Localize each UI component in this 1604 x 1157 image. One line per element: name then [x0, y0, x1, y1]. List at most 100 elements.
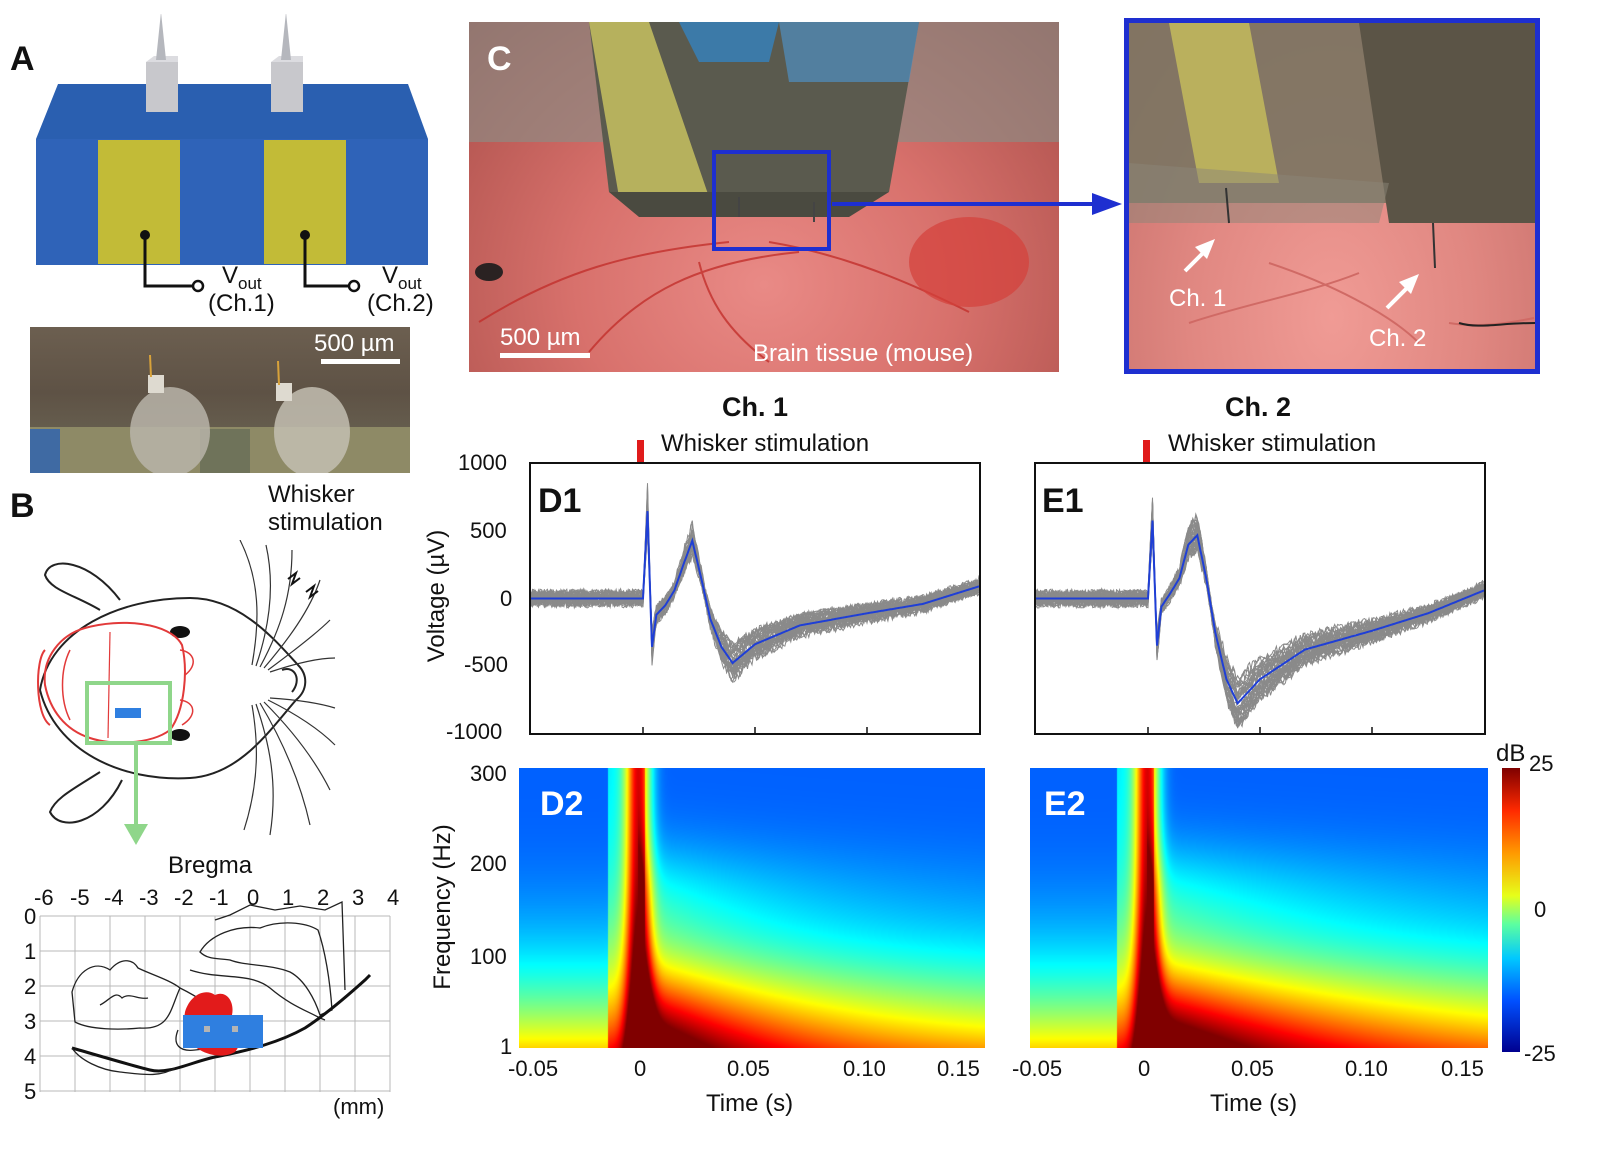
voltage-y-tick: -500 [464, 652, 509, 677]
time-x-tick: 0.05 [1231, 1056, 1274, 1081]
probe-photo: 500 µm [30, 327, 410, 473]
vout-label-ch2: Vout [382, 262, 422, 293]
plot-frame [1034, 462, 1486, 735]
atlas-y-tick: 2 [24, 974, 37, 999]
time-x-axis-label-d2: Time (s) [706, 1090, 794, 1117]
bregma-label: Bregma [168, 852, 253, 879]
atlas-y-tick: 1 [24, 939, 37, 964]
voltage-y-tick: 1000 [458, 450, 507, 475]
time-x-tick: -0.05 [508, 1056, 559, 1081]
atlas-x-tick: 3 [352, 885, 365, 910]
time-x-axis-label-e2: Time (s) [1210, 1090, 1298, 1117]
voltage-y-tick: 500 [470, 518, 507, 543]
spectrogram-d2 [519, 768, 985, 1048]
atlas-x-tick: -3 [139, 885, 159, 910]
ch2-title: Ch. 2 [1225, 392, 1292, 422]
colorbar-tick-mid: 0 [1534, 897, 1547, 922]
time-x-tick: 0.05 [727, 1056, 770, 1081]
time-x-tick: 0 [634, 1056, 647, 1081]
tissue-photo-scalebar-label: 500 µm [500, 324, 581, 351]
stim-marker-ch1 [637, 440, 644, 462]
trial-trace [1035, 517, 1485, 701]
stim-marker-ch2 [1143, 440, 1150, 462]
panel-label-d1: D1 [538, 482, 582, 520]
mouse-diagram [37, 540, 336, 845]
probe-location [183, 1015, 263, 1048]
trial-trace [530, 530, 980, 653]
stim-label-ch1: Whisker stimulation [661, 430, 870, 457]
mean-trace [1036, 520, 1485, 706]
colorbar-tick-max: 25 [1529, 751, 1554, 776]
probe-front-face [36, 139, 428, 265]
colorbar [1502, 768, 1520, 1052]
panel-label-e1: E1 [1042, 482, 1084, 520]
pillar-2 [271, 62, 303, 112]
frequency-y-tick: 200 [470, 851, 507, 876]
voltage-trace-plot-d1 [529, 462, 981, 735]
ch1-output-label: (Ch.1) [208, 290, 275, 317]
ch2-output-label: (Ch.2) [367, 290, 434, 317]
atlas-y-tick: 3 [24, 1009, 37, 1034]
atlas-y-tick: 4 [24, 1044, 37, 1069]
panel-label-e2: E2 [1044, 785, 1086, 823]
frequency-y-tick: 100 [470, 944, 507, 969]
spectrogram-e2 [1030, 768, 1488, 1048]
whisker-stim-label-line2: stimulation [268, 509, 383, 536]
panel-label-a: A [10, 40, 35, 78]
atlas-x-tick: -1 [209, 885, 229, 910]
trial-trace [1035, 512, 1485, 727]
zoom-ch2-label: Ch. 2 [1369, 325, 1427, 352]
time-x-tick: 0.15 [1441, 1056, 1484, 1081]
atlas-x-tick: 2 [317, 885, 330, 910]
atlas-x-tick: -2 [174, 885, 194, 910]
frequency-y-tick: 1 [500, 1034, 513, 1059]
voltage-y-tick: 0 [500, 586, 513, 611]
time-x-tick: 0.10 [843, 1056, 886, 1081]
atlas-y-tick: 0 [24, 904, 37, 929]
vout-label-ch1: Vout [222, 262, 262, 293]
time-x-tick: -0.05 [1012, 1056, 1063, 1081]
stim-label-ch2: Whisker stimulation [1168, 430, 1377, 457]
probe-photo-scalebar-label: 500 µm [314, 330, 395, 357]
atlas-x-tick: 0 [247, 885, 260, 910]
brain-tissue-label: Brain tissue (mouse) [753, 340, 974, 367]
atlas-x-tick: -5 [70, 885, 90, 910]
pillar-1 [146, 62, 178, 112]
trial-trace [530, 483, 980, 673]
tissue-photo-scalebar [500, 353, 590, 358]
whisker-stim-label-line1: Whisker [268, 481, 355, 508]
probe-photo-scalebar [321, 359, 400, 364]
atlas-x-tick: -6 [34, 885, 54, 910]
voltage-y-axis-label: Voltage (µV) [423, 529, 450, 663]
trial-trace [530, 516, 980, 658]
zoom-ch1-label: Ch. 1 [1169, 285, 1227, 312]
zoomed-electrode-photo: Ch. 1 Ch. 2 [1124, 18, 1540, 374]
trial-trace [1035, 521, 1485, 698]
atlas-x-tick: 1 [282, 885, 295, 910]
frequency-y-tick: 300 [470, 761, 507, 786]
atlas-y-tick: 5 [24, 1079, 37, 1104]
callout-arrow [124, 824, 148, 845]
probe-schematic [36, 14, 428, 293]
atlas-x-tick: 4 [387, 885, 400, 910]
mean-trace [531, 511, 980, 665]
time-x-tick: 0.10 [1345, 1056, 1388, 1081]
probe-top-face [36, 84, 428, 139]
gold-pad-1 [98, 140, 180, 264]
panel-label-c: C [487, 40, 512, 78]
atlas-unit-label: (mm) [333, 1094, 385, 1119]
trial-trace [1035, 513, 1485, 724]
voltage-trace-plot-e1 [1034, 462, 1486, 735]
time-x-tick: 0 [1138, 1056, 1151, 1081]
panel-label-b: B [10, 487, 35, 525]
atlas-x-tick: -4 [104, 885, 124, 910]
frequency-y-axis-label: Frequency (Hz) [429, 824, 456, 990]
recording-site-box [85, 681, 172, 745]
zoom-region-box [712, 150, 831, 251]
plot-frame [529, 462, 981, 735]
zoom-arrow [832, 193, 1122, 215]
brain-atlas-grid [39, 900, 391, 1092]
needle-1 [156, 14, 166, 60]
time-x-tick: 0.15 [937, 1056, 980, 1081]
colorbar-tick-min: -25 [1524, 1041, 1556, 1066]
